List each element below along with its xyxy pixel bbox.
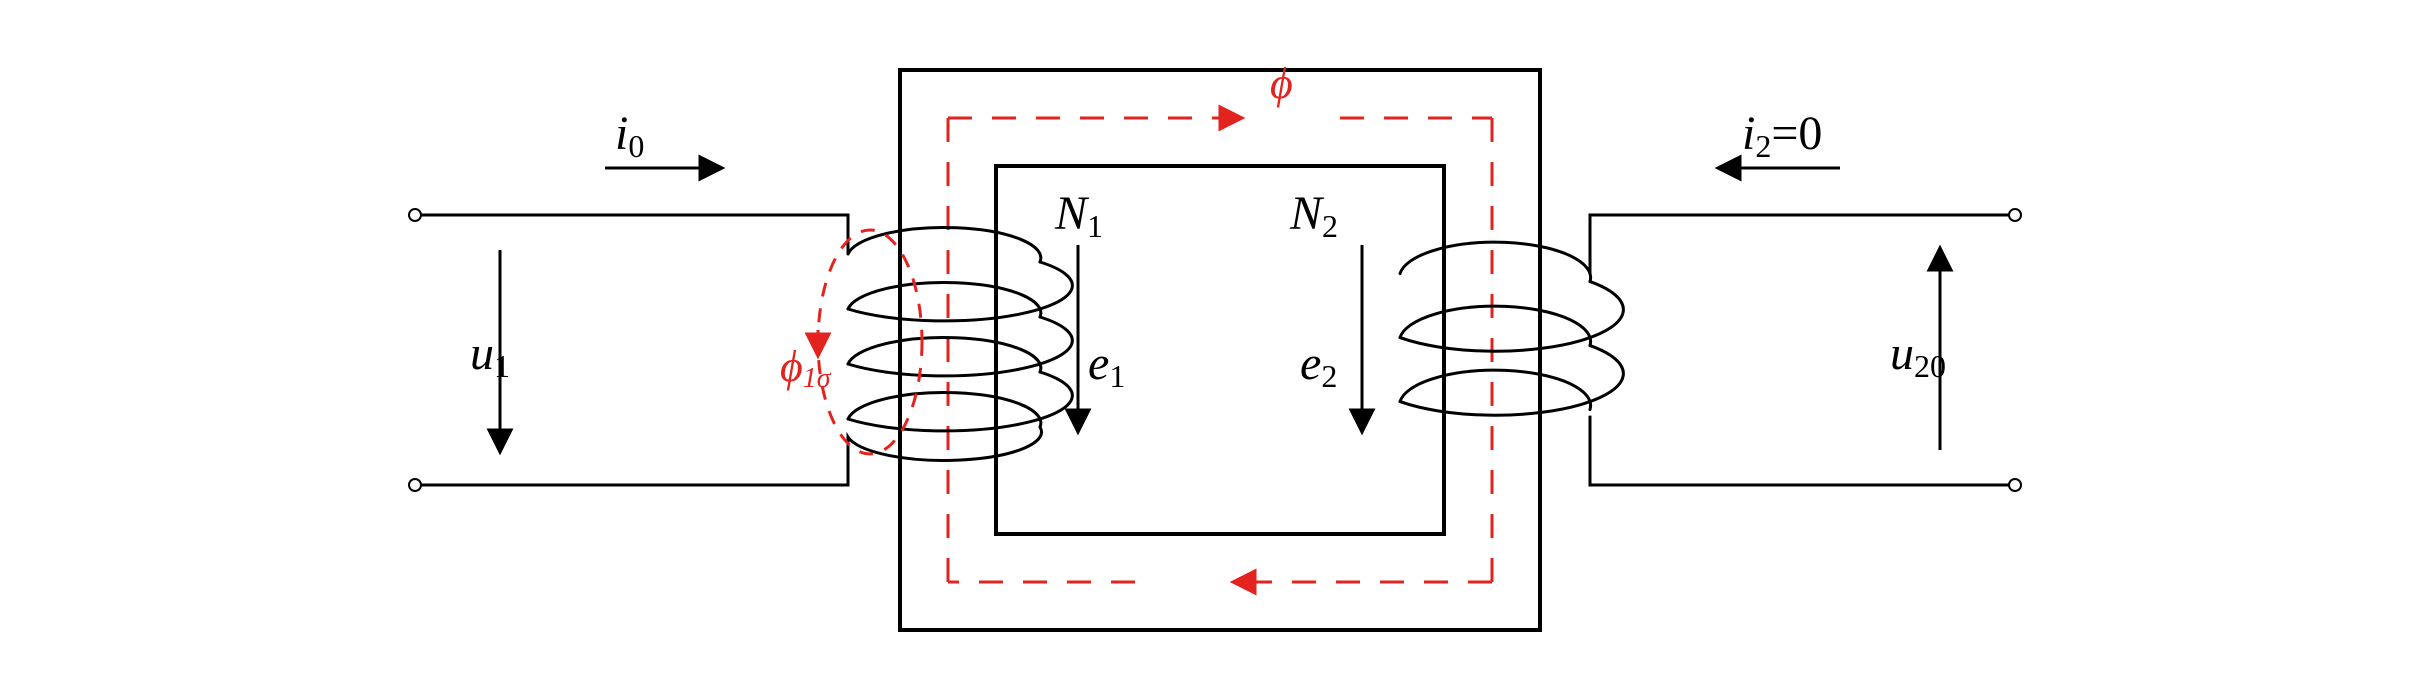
diagram-svg xyxy=(0,0,2432,688)
label-e2: e2 xyxy=(1300,340,1337,392)
terminals xyxy=(409,209,2021,491)
label-u20: u20 xyxy=(1890,330,1946,382)
label-u1: u1 xyxy=(470,330,510,382)
label-N2: N2 xyxy=(1290,190,1338,242)
label-e1: e1 xyxy=(1088,340,1125,392)
label-i2: i2=0 xyxy=(1742,110,1822,162)
leakage-flux xyxy=(818,230,922,454)
label-phi1sigma: ϕ1σ xyxy=(780,345,831,393)
main-flux-path xyxy=(948,118,1492,582)
direction-arrows xyxy=(500,168,1940,450)
primary-winding xyxy=(415,215,1072,485)
label-N1: N1 xyxy=(1055,190,1103,242)
transformer-diagram: { "canvas": { "width": 2432, "height": 6… xyxy=(0,0,2432,688)
transformer-core xyxy=(900,70,1540,630)
label-i0: i0 xyxy=(615,110,644,162)
label-phi: ϕ xyxy=(1270,62,1293,106)
